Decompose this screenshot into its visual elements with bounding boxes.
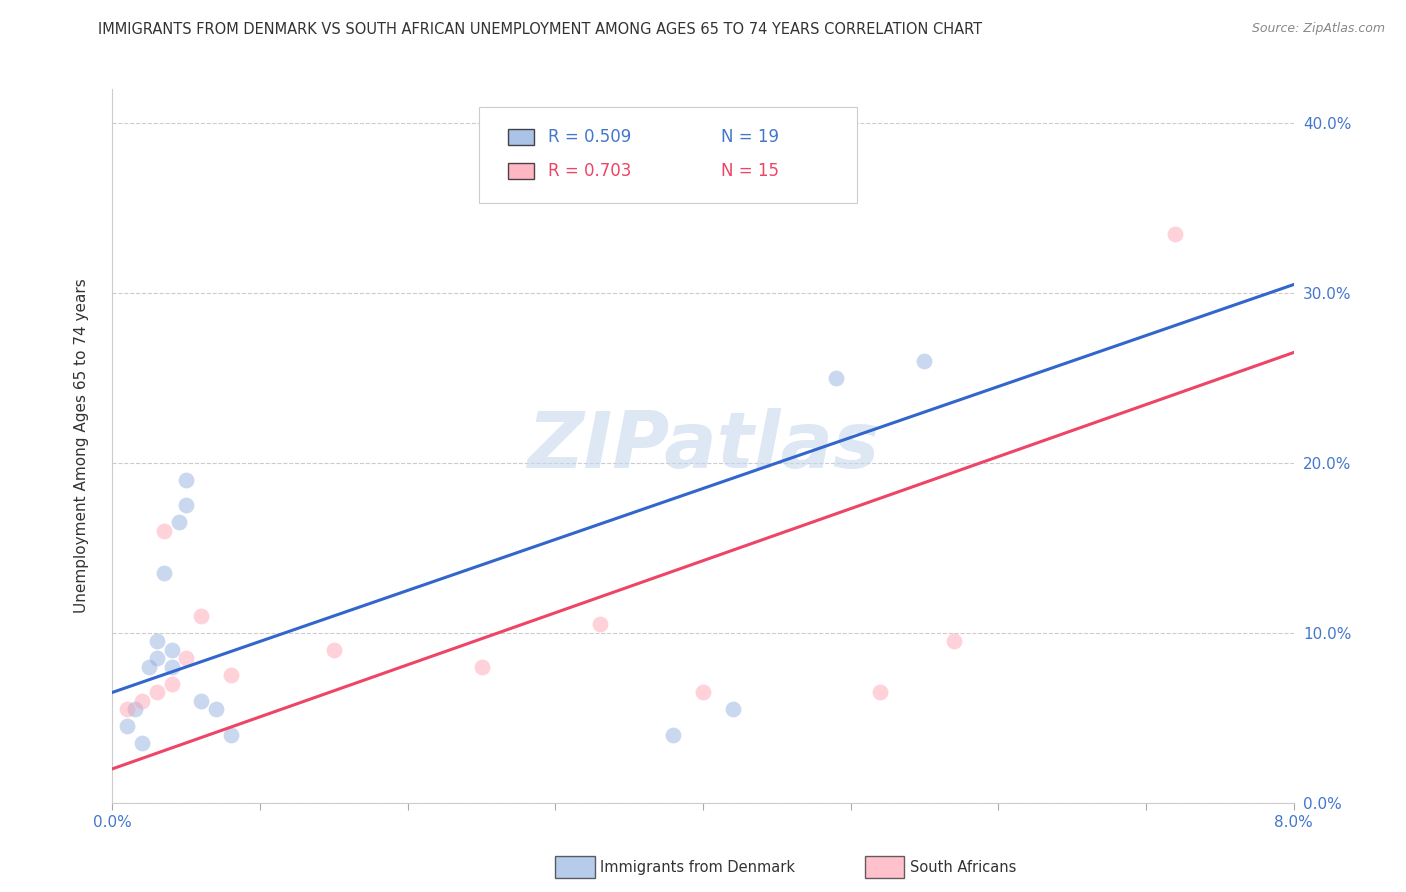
Point	[174, 499, 197, 513]
Point	[146, 651, 169, 665]
Point	[117, 719, 138, 733]
FancyBboxPatch shape	[478, 107, 856, 203]
Point	[219, 668, 242, 682]
Point	[205, 702, 228, 716]
FancyBboxPatch shape	[508, 163, 534, 179]
Text: N = 15: N = 15	[721, 162, 779, 180]
Point	[138, 660, 160, 674]
Point	[824, 371, 846, 385]
Point	[323, 643, 346, 657]
Point	[160, 660, 183, 674]
Point	[942, 634, 965, 648]
Text: IMMIGRANTS FROM DENMARK VS SOUTH AFRICAN UNEMPLOYMENT AMONG AGES 65 TO 74 YEARS : IMMIGRANTS FROM DENMARK VS SOUTH AFRICAN…	[98, 22, 983, 37]
Text: Source: ZipAtlas.com: Source: ZipAtlas.com	[1251, 22, 1385, 36]
Point	[146, 634, 169, 648]
Text: R = 0.703: R = 0.703	[548, 162, 631, 180]
Text: South Africans: South Africans	[910, 860, 1017, 874]
Point	[124, 702, 146, 716]
Point	[167, 516, 190, 530]
Text: ZIPatlas: ZIPatlas	[527, 408, 879, 484]
Point	[471, 660, 494, 674]
Point	[160, 643, 183, 657]
Y-axis label: Unemployment Among Ages 65 to 74 years: Unemployment Among Ages 65 to 74 years	[75, 278, 89, 614]
Point	[131, 694, 153, 708]
Point	[117, 702, 138, 716]
Point	[174, 473, 197, 487]
Point	[1164, 227, 1187, 241]
Point	[219, 728, 242, 742]
Point	[153, 566, 176, 581]
Point	[588, 617, 610, 632]
Point	[153, 524, 176, 538]
Text: N = 19: N = 19	[721, 128, 779, 146]
Point	[190, 694, 212, 708]
Point	[160, 677, 183, 691]
Point	[914, 354, 936, 368]
Text: Immigrants from Denmark: Immigrants from Denmark	[600, 860, 796, 874]
FancyBboxPatch shape	[508, 129, 534, 145]
Point	[662, 728, 685, 742]
Point	[692, 685, 714, 699]
Point	[869, 685, 891, 699]
Point	[721, 702, 744, 716]
Point	[131, 736, 153, 750]
Point	[190, 608, 212, 623]
Text: R = 0.509: R = 0.509	[548, 128, 631, 146]
Point	[174, 651, 197, 665]
Point	[146, 685, 169, 699]
